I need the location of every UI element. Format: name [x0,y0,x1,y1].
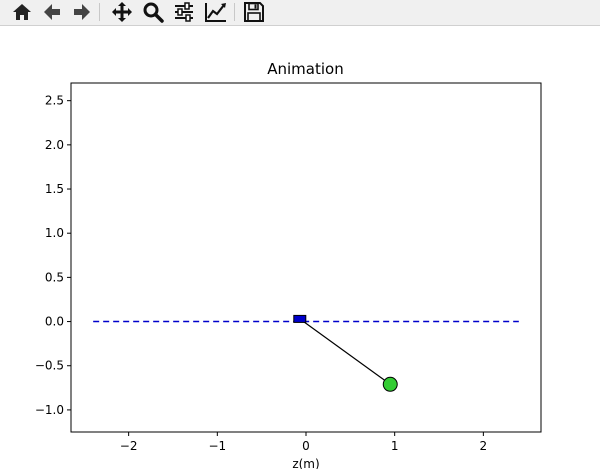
back-icon [44,4,60,20]
pan-icon [112,2,132,22]
toolbar-separator [99,3,100,21]
y-tick-label: −1.0 [35,403,64,417]
back-button[interactable] [38,0,66,24]
plot-area [93,314,519,392]
toolbar-separator [234,3,235,21]
home-button[interactable] [8,0,36,24]
pendulum-bob [382,376,398,392]
x-tick-label: 0 [302,439,310,453]
y-axis: −1.0 −0.5 0.0 0.5 1.0 1.5 2.0 2.5 [35,94,71,417]
forward-button[interactable] [68,0,96,24]
axes-frame [70,82,542,433]
y-tick-label: 1.5 [45,182,64,196]
edit-axis-icon [205,3,226,22]
chart-title: Animation [267,60,343,78]
edit-axis-button[interactable] [202,0,230,24]
x-tick-label: −1 [208,439,226,453]
y-tick-label: 2.5 [45,94,64,108]
save-icon [244,2,264,22]
navigation-toolbar [0,0,600,26]
y-tick-label: 0.5 [45,270,64,284]
figure-background [0,26,600,469]
cart-marker [293,314,307,323]
y-tick-label: 0.0 [45,315,64,329]
x-tick-label: −2 [120,439,138,453]
configure-subplots-button[interactable] [170,0,198,24]
x-axis-label: z(m) [292,457,319,469]
y-tick-label: 2.0 [45,138,64,152]
home-icon [13,4,31,20]
pendulum-rod [299,318,391,385]
x-axis: −2 −1 0 1 2 [120,432,487,453]
zoom-button[interactable] [139,0,167,24]
pan-button[interactable] [108,0,136,24]
figure-canvas: Animation −2 −1 0 1 2 −1.0 −0.5 0.0 0.5 1.0 1.5 2.… [0,26,600,469]
zoom-icon [143,2,164,23]
y-tick-label: −0.5 [35,359,64,373]
forward-icon [74,4,90,20]
save-button[interactable] [240,0,268,24]
x-tick-label: 2 [480,439,488,453]
configure-subplots-icon [175,2,193,22]
x-tick-label: 1 [391,439,399,453]
y-tick-label: 1.0 [45,226,64,240]
